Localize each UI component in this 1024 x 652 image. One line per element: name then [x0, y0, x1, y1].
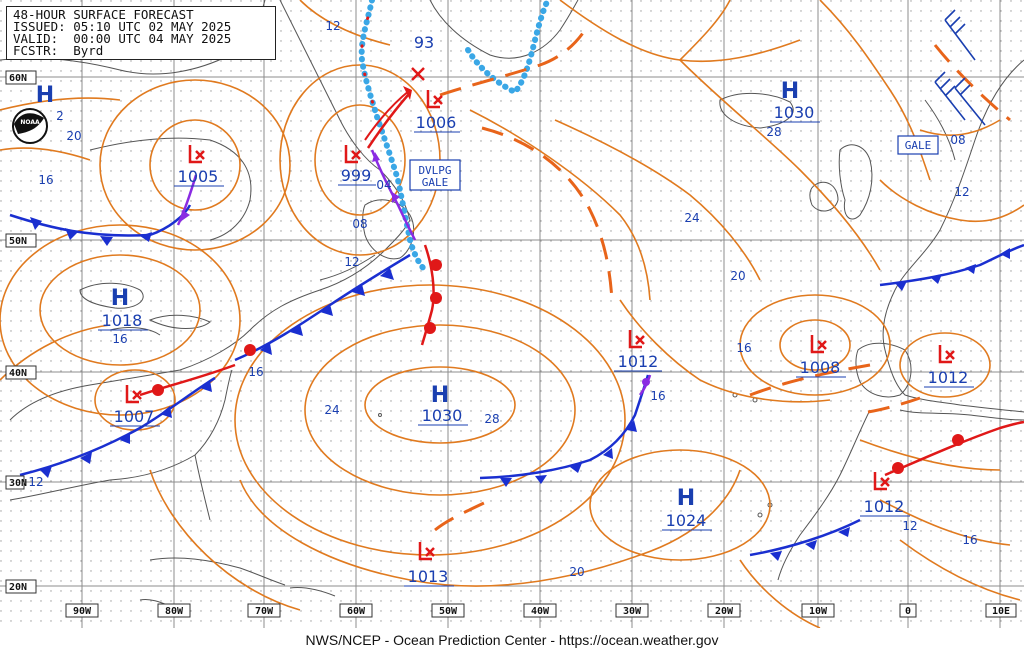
high-symbol: H	[781, 79, 799, 104]
pressure-values: 1030 1018 1030 1024 1006 999 1005 1007 1…	[102, 33, 969, 586]
occluded-front-barbs	[180, 152, 650, 386]
center-value: 1018	[102, 311, 143, 330]
isobar-label: 20	[730, 269, 745, 283]
center-value: 1012	[618, 352, 659, 371]
isobar-label: 28	[484, 412, 499, 426]
valid-time: VALID: 00:00 UTC 04 MAY 2025	[13, 31, 232, 46]
svg-text:NOAA: NOAA	[20, 119, 40, 126]
ice-edge	[358, 0, 551, 273]
lon-label: 20W	[715, 606, 734, 617]
isobars	[0, 0, 1024, 629]
isobar-label: 12	[954, 185, 969, 199]
center-underlines	[98, 121, 974, 587]
forecaster: FCSTR: Byrd	[13, 43, 104, 58]
center-value: 999	[341, 166, 372, 185]
forecast-header: 48-HOUR SURFACE FORECAST ISSUED: 05:10 U…	[6, 6, 276, 60]
lon-label: 60W	[347, 606, 366, 617]
lat-label: 60N	[9, 73, 27, 84]
isobar-label: 08	[950, 133, 965, 147]
lon-label: 80W	[165, 606, 184, 617]
isobar-labels: 12 20 16 08 04 12 16 24 28 28 24 20 16 1…	[28, 19, 977, 579]
lon-label: 40W	[531, 606, 550, 617]
high-symbol: H	[677, 486, 695, 511]
isobar-label: 16	[736, 341, 751, 355]
longitude-labels: 90W 80W 70W 60W 50W 40W 30W 20W 10W 0 10…	[65, 603, 1017, 618]
center-value: 1012	[864, 497, 905, 516]
troughs	[434, 29, 1011, 532]
center-value: 93	[414, 33, 434, 52]
center-value: 1008	[800, 358, 841, 377]
high-centers: H H H H H	[36, 79, 799, 511]
forecast-title: 48-HOUR SURFACE FORECAST	[13, 7, 194, 22]
isobar-label: 28	[766, 125, 781, 139]
warm-fronts	[139, 89, 1024, 477]
lat-label: 20N	[9, 582, 27, 593]
isobar-label: 12	[28, 475, 43, 489]
center-value: 1030	[422, 406, 463, 425]
lon-label: 90W	[73, 606, 92, 617]
isobar-label: 04	[376, 178, 391, 192]
isobar-label: 24	[324, 403, 339, 417]
isobar-label: 12	[325, 19, 340, 33]
lat-label: 40N	[9, 368, 27, 379]
latitude-labels: 60N 50N 40N 30N 20N	[5, 70, 37, 594]
lat-label: 50N	[9, 236, 27, 247]
warning-label: DVLPG GALE	[418, 164, 451, 189]
center-value: 1007	[114, 407, 155, 426]
low-centers	[125, 90, 955, 561]
isobar-label: 16	[112, 332, 127, 346]
storm-tracks	[366, 94, 409, 149]
isobar-label: 24	[684, 211, 699, 225]
lon-label: 70W	[255, 606, 274, 617]
warm-front-barbs	[152, 86, 964, 474]
lon-label: 0	[905, 606, 911, 617]
cold-front-barbs	[30, 217, 1010, 561]
warning-gale: GALE	[897, 135, 939, 155]
high-symbol: H	[111, 286, 129, 311]
center-value: 1024	[666, 511, 707, 530]
center-value: 1005	[178, 167, 219, 186]
lon-label: 10E	[992, 606, 1010, 617]
center-value: 1013	[408, 567, 449, 586]
center-value: 1030	[774, 103, 815, 122]
wind-barbs	[934, 9, 986, 126]
dot-grid	[0, 0, 1024, 628]
high-symbol: H	[36, 83, 54, 108]
graticule	[0, 0, 1024, 628]
lon-label: 50W	[439, 606, 458, 617]
lat-label: 30N	[9, 478, 27, 489]
forecast-position-marker	[411, 67, 425, 81]
isobar-label: 16	[248, 365, 263, 379]
isobar-label: 12	[344, 255, 359, 269]
center-value: 1006	[416, 113, 457, 132]
lon-label: 30W	[623, 606, 642, 617]
lon-label: 10W	[809, 606, 828, 617]
footer-credit: NWS/NCEP - Ocean Prediction Center - htt…	[0, 628, 1024, 652]
warning-label: GALE	[905, 139, 932, 152]
isobar-label: 20	[569, 565, 584, 579]
isobar-label: 16	[650, 389, 665, 403]
isobar-label: 2	[56, 109, 64, 123]
center-value: 1012	[928, 368, 969, 387]
isobar-label: 08	[352, 217, 367, 231]
noaa-logo: NOAA	[12, 108, 48, 144]
issued-time: ISSUED: 05:10 UTC 02 MAY 2025	[13, 19, 232, 34]
isobar-label: 20	[66, 129, 81, 143]
isobar-label: 16	[38, 173, 53, 187]
high-symbol: H	[431, 383, 449, 408]
isobar-label: 16	[962, 533, 977, 547]
warning-dvlpg-gale: DVLPG GALE	[409, 159, 461, 191]
isobar-label: 12	[902, 519, 917, 533]
